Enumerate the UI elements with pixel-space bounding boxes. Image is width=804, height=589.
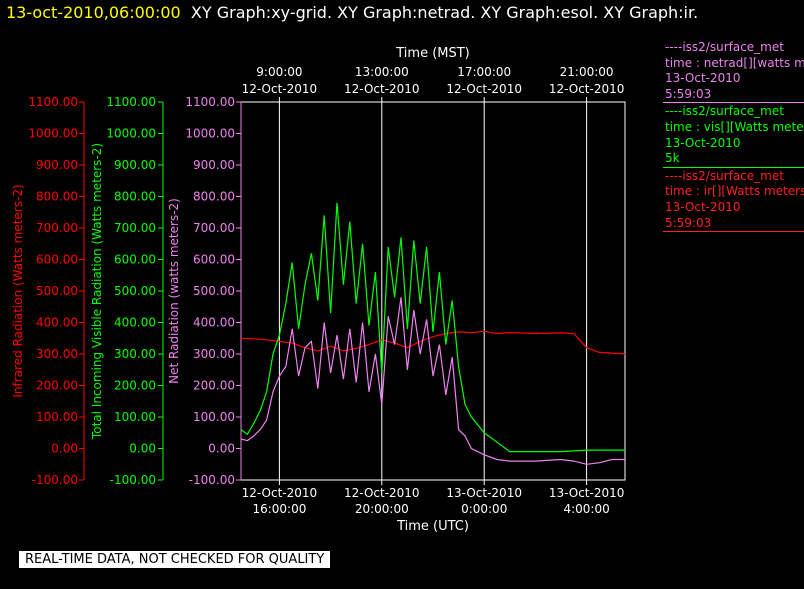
net-y-tick-label: -100.00 [189,473,235,487]
vis-y-tick-label: 600.00 [114,253,156,267]
ir-series-line [240,330,626,355]
x-tick-label: 12-Oct-2010 [242,486,318,500]
ir-y-tick-label: 1000.00 [28,127,78,141]
ir-y-tick-label: 700.00 [36,221,78,235]
x-axis-label: Time (UTC) [396,519,469,534]
net-y-tick-label: 500.00 [193,284,235,298]
vis-y-tick-label: 800.00 [114,190,156,204]
legend-text: time : ir[][Watts meters-2] [665,184,804,199]
x-tick-label: 16:00:00 [252,502,306,516]
ir-y-tick-label: -100.00 [32,473,78,487]
legend-entry: ----iss2/surface_met time : netrad[][watt… [663,40,804,104]
vis-y-tick-label: 400.00 [114,316,156,330]
x-tick-label: 20:00:00 [355,502,409,516]
net-axis-title: Net Radiation (watts meters-2) [167,198,181,384]
vis-y-tick-label: 900.00 [114,158,156,172]
legend-text: 13-Oct-2010 [665,199,741,214]
net-y-tick-label: 300.00 [193,347,235,361]
vis-series-line [240,202,625,453]
x-top-tick-label: 21:00:00 [560,65,614,79]
x-tick-label: 0:00:00 [461,502,507,516]
vis-y-tick-label: 1100.00 [106,95,156,109]
ir-y-tick-label: 100.00 [36,410,78,424]
vis-axis-title: Total Incoming Visible Radiation (Watts … [90,143,104,440]
net-y-tick-label: 600.00 [193,253,235,267]
x-top-tick-label: 12-Oct-2010 [242,82,318,96]
graph-list: XY Graph:xy-grid. XY Graph:netrad. XY Gr… [190,3,699,22]
timestamp: 13-oct-2010,06:00:00 [6,3,181,22]
ir-y-tick-label: 800.00 [36,190,78,204]
legend-text: 13-Oct-2010 [665,71,741,86]
ir-y-tick-label: 1100.00 [28,95,78,109]
x-tick-label: 13-Oct-2010 [549,486,625,500]
vis-y-tick-label: 0.00 [129,442,156,456]
net-y-tick-label: 100.00 [193,410,235,424]
ir-y-tick-label: 200.00 [36,379,78,393]
vis-y-tick-label: 700.00 [114,221,156,235]
x-top-tick-label: 12-Oct-2010 [549,82,625,96]
quality-notice: REAL-TIME DATA, NOT CHECKED FOR QUALITY [19,551,331,568]
legend-text: 13-Oct-2010 [665,135,741,150]
vis-y-tick-label: 300.00 [114,347,156,361]
x-top-tick-label: 9:00:00 [256,65,302,79]
x-tick-label: 12-Oct-2010 [344,486,420,500]
net-y-tick-label: 800.00 [193,190,235,204]
net-y-tick-label: 0.00 [208,442,235,456]
x-tick-label: 4:00:00 [563,502,609,516]
net-y-tick-label: 700.00 [193,221,235,235]
net-y-tick-label: 200.00 [193,379,235,393]
vis-y-tick-label: 100.00 [114,410,156,424]
ir-y-tick-label: 600.00 [36,253,78,267]
legend: ----iss2/surface_met time : netrad[][watt… [663,40,804,233]
net-y-tick-label: 1000.00 [185,127,235,141]
net-y-tick-label: 400.00 [193,316,235,330]
net-series-line [240,297,625,465]
net-y-tick-label: 1100.00 [185,95,235,109]
legend-text: time : vis[][Watts meters-2] [665,119,804,134]
vis-y-tick-label: 500.00 [114,284,156,298]
x-top-tick-label: 12-Oct-2010 [446,82,522,96]
ir-y-tick-label: 900.00 [36,158,78,172]
legend-text: 5:59:03 [665,215,712,230]
x-top-tick-label: 12-Oct-2010 [344,82,420,96]
net-y-tick-label: 900.00 [193,158,235,172]
x-top-tick-label: 13:00:00 [355,65,409,79]
legend-text: 5k [665,151,680,166]
legend-text: ----iss2/surface_met [665,40,784,54]
ir-axis-title: Infrared Radiation (Watts meters-2) [11,184,25,397]
ir-y-tick-label: 300.00 [36,347,78,361]
plot-frame [240,101,626,481]
x-tick-label: 13-Oct-2010 [446,486,522,500]
x-top-axis-label: Time (MST) [395,46,470,61]
x-top-tick-label: 17:00:00 [457,65,511,79]
ir-y-tick-label: 0.00 [51,442,78,456]
legend-text: ----iss2/surface_met [665,168,784,183]
legend-text: 5:59:03 [665,86,712,101]
ir-y-tick-label: 500.00 [36,284,78,298]
legend-text: ----iss2/surface_met [665,104,784,119]
vis-y-tick-label: 1000.00 [106,127,156,141]
legend-entry: ----iss2/surface_met time : ir[][Watts me… [663,168,804,233]
legend-entry: ----iss2/surface_met time : vis[][Watts m… [663,104,804,168]
vis-y-tick-label: -100.00 [110,473,156,487]
title-bar: 13-oct-2010,06:00:00 XY Graph:xy-grid. X… [6,3,698,22]
ir-y-tick-label: 400.00 [36,316,78,330]
vis-y-tick-label: 200.00 [114,379,156,393]
legend-text: time : netrad[][watts meters-2] [665,55,804,70]
